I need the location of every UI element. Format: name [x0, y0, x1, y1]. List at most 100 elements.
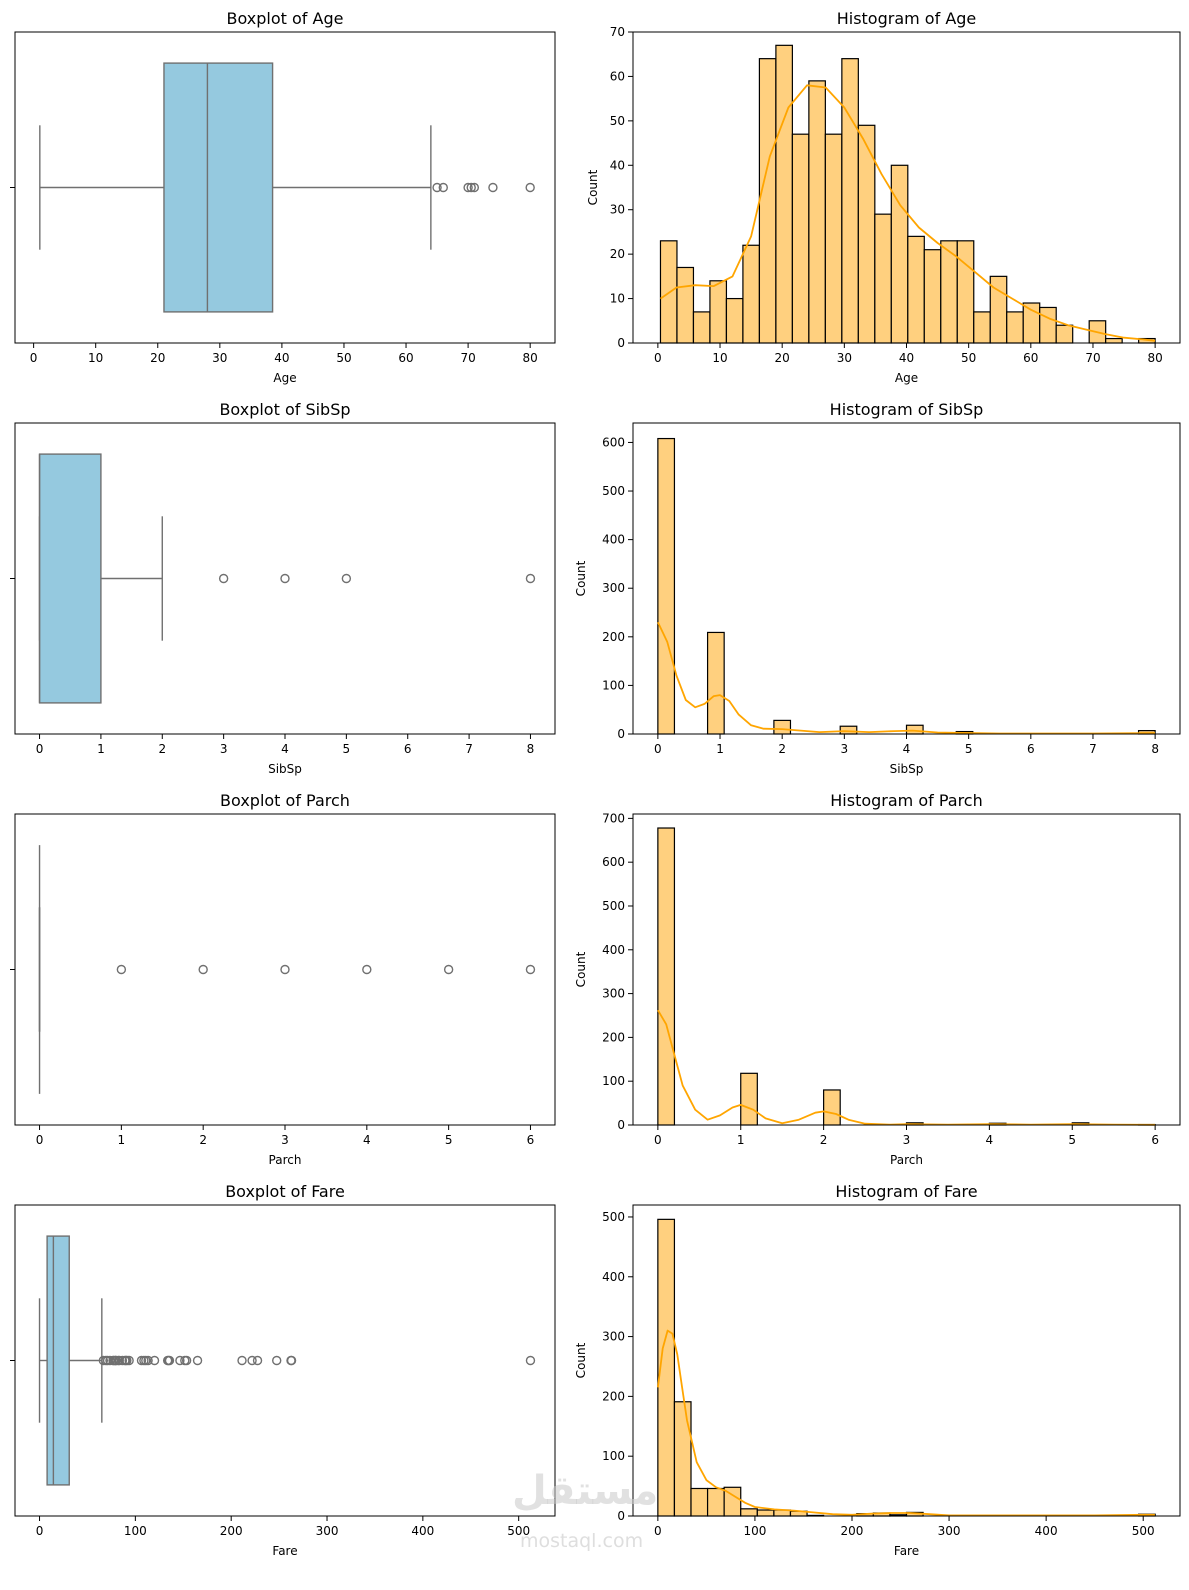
histogram-bar: [890, 164, 909, 344]
axes-frame: [14, 31, 556, 344]
histogram-fare: Histogram of Fare 0 100 200 300 400 500 Fare 0 10…: [574, 1182, 1181, 1558]
boxplot-parch: Boxplot of Parch 0 1 2 3 4 5 6 Parch: [10, 791, 556, 1167]
histogram-bar: [1105, 337, 1123, 344]
x-tick-label: 6: [1151, 1133, 1159, 1147]
histogram-bar: [709, 280, 728, 344]
histogram-bar: [673, 1401, 692, 1517]
x-tick-label: 100: [743, 1524, 766, 1538]
outlier-point: [149, 1355, 160, 1366]
histogram-bar: [657, 827, 676, 1126]
x-tick-label: 30: [212, 351, 227, 365]
y-tick-label: 0: [617, 1118, 625, 1132]
kde-curve: [657, 1009, 1156, 1126]
histogram-age: Histogram of Age 0 10 20 30 40 50 60 70 80 Age 0 10 2…: [586, 9, 1181, 385]
x-tick-label: 6: [527, 1133, 535, 1147]
outlier-point: [124, 1355, 134, 1366]
axes-frame: [14, 1204, 556, 1517]
x-tick-label: 3: [281, 1133, 289, 1147]
y-tick-label: 60: [610, 69, 625, 83]
x-tick-label: 2: [778, 742, 786, 756]
x-tick-label: 80: [523, 351, 538, 365]
y-tick-label: 500: [602, 484, 625, 498]
x-tick-label: 5: [1068, 1133, 1076, 1147]
histogram-bar: [923, 249, 942, 344]
histogram-bar: [706, 1487, 725, 1517]
x-tick-label: 4: [986, 1133, 994, 1147]
histogram-bar: [1039, 306, 1057, 344]
x-axis-label: Age: [273, 371, 296, 385]
histogram-bar: [841, 58, 859, 344]
outlier-point: [143, 1355, 153, 1366]
outlier-point: [525, 1355, 536, 1366]
x-tick-label: 0: [654, 1133, 662, 1147]
outlier-point: [272, 1355, 282, 1366]
x-axis-label: SibSp: [890, 762, 924, 776]
kde-curve: [657, 1329, 1155, 1517]
iqr-box: [38, 453, 102, 704]
y-tick-label: 700: [602, 811, 625, 825]
axes-frame: [632, 422, 1181, 735]
outlier-point: [98, 1355, 109, 1366]
outlier-point: [362, 964, 372, 975]
x-tick-label: 60: [398, 351, 413, 365]
y-tick-label: 100: [602, 678, 625, 692]
x-tick-label: 70: [460, 351, 475, 365]
x-tick-label: 100: [124, 1524, 147, 1538]
histogram-bar: [907, 235, 925, 344]
kde-curve: [657, 621, 1156, 735]
outlier-point: [469, 182, 480, 193]
histogram-parch: Histogram of Parch 0 1 2 3 4 5 6 Parch 0 100 200 300…: [574, 791, 1181, 1167]
x-tick-label: 2: [199, 1133, 207, 1147]
x-tick-label: 10: [88, 351, 103, 365]
histogram-bar: [791, 133, 810, 344]
chart-title: Boxplot of SibSp: [219, 400, 350, 419]
x-tick-label: 40: [899, 351, 914, 365]
histogram-bar: [823, 1089, 841, 1126]
x-axis-label: Fare: [894, 1544, 919, 1558]
outlier-point: [280, 964, 290, 975]
outlier-point: [463, 182, 473, 193]
y-tick-label: 400: [602, 943, 625, 957]
histogram-bar: [690, 1487, 709, 1517]
histogram-bar: [1006, 311, 1024, 344]
x-tick-label: 70: [1085, 351, 1100, 365]
x-tick-label: 1: [737, 1133, 745, 1147]
histogram-bar: [676, 266, 695, 344]
x-tick-label: 6: [404, 742, 412, 756]
outlier-point: [181, 1355, 192, 1366]
x-tick-label: 6: [1027, 742, 1035, 756]
x-tick-label: 4: [281, 742, 289, 756]
histogram-bar: [706, 631, 725, 735]
y-axis-label: Count: [574, 951, 588, 987]
outlier-point: [443, 964, 454, 975]
y-tick-label: 0: [617, 1509, 625, 1523]
outlier-point: [466, 182, 476, 193]
x-axis-label: Parch: [890, 1153, 923, 1167]
x-tick-label: 3: [903, 1133, 911, 1147]
y-tick-label: 0: [617, 336, 625, 350]
x-axis-label: Parch: [269, 1153, 302, 1167]
x-tick-label: 7: [1089, 742, 1097, 756]
y-axis-label: Count: [586, 169, 600, 205]
histogram-bar: [905, 724, 924, 735]
x-tick-label: 400: [411, 1524, 434, 1538]
y-tick-label: 500: [602, 899, 625, 913]
x-tick-label: 4: [903, 742, 911, 756]
x-tick-label: 40: [274, 351, 289, 365]
x-tick-label: 0: [654, 742, 662, 756]
histogram-sibsp: Histogram of SibSp 0 1 2 3 4 5 6 7 8 SibSp 0 100 200 3…: [574, 400, 1181, 776]
outlier-point: [438, 182, 448, 193]
x-tick-label: 10: [712, 351, 727, 365]
iqr-box: [163, 62, 274, 313]
x-tick-label: 50: [961, 351, 976, 365]
y-tick-label: 400: [602, 1270, 625, 1284]
y-tick-label: 600: [602, 855, 625, 869]
y-tick-label: 10: [610, 292, 625, 306]
outlier-point: [252, 1355, 263, 1366]
chart-title: Boxplot of Age: [227, 9, 344, 28]
axes-frame: [14, 813, 556, 1126]
y-tick-label: 200: [602, 630, 625, 644]
histogram-bar: [742, 244, 761, 344]
y-tick-label: 0: [617, 727, 625, 741]
boxplot-age: Boxplot of Age 0 10 20 30 40 50 60 70 80 Age: [10, 9, 556, 385]
